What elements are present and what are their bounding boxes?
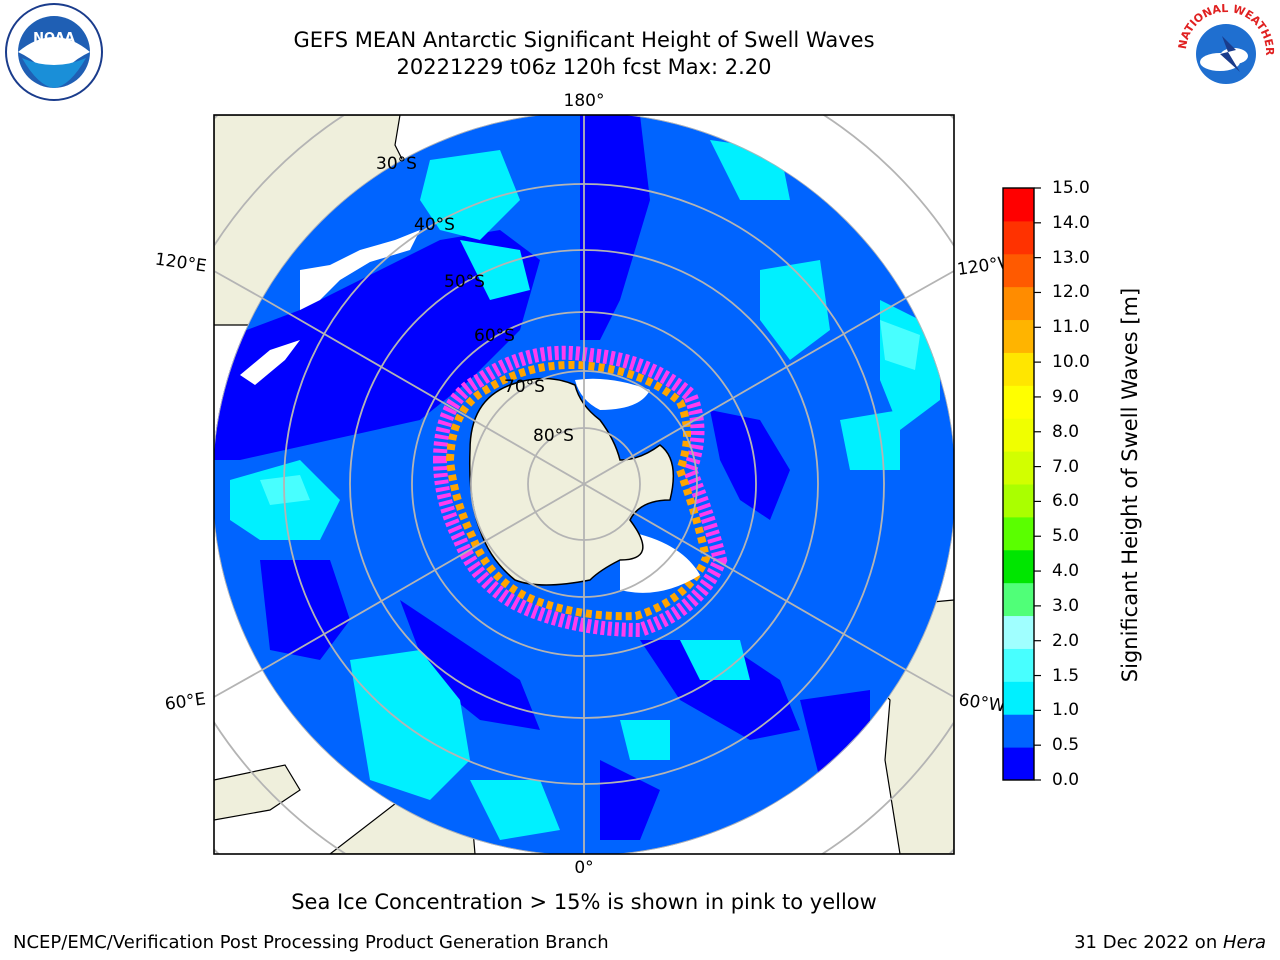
colorbar-segment [1003,319,1034,353]
footer-host: Hera [1222,932,1266,953]
noaa-logo-icon: NOAA [5,3,103,101]
colorbar-segment [1003,188,1034,222]
lat-label-70s: 70°S [504,377,545,397]
map-title: GEFS MEAN Antarctic Significant Height o… [293,28,875,52]
lat-label-30s: 30°S [376,154,417,174]
colorbar-tick-label: 11.0 [1052,317,1090,338]
lon-label-120e: 120°E [154,250,208,277]
map-subtitle: 20221229 t06z 120h fcst Max: 2.20 [396,55,772,79]
colorbar-tick-label: 10.0 [1052,352,1090,373]
colorbar-tick-label: 0.5 [1052,735,1080,756]
nws-logo-icon: NATIONAL WEATHER SERVICE [1176,2,1276,99]
colorbar-tick-label: 7.0 [1052,456,1080,477]
colorbar-segment [1003,352,1034,386]
colorbar-segment [1003,681,1034,715]
colorbar-segment [1003,516,1034,551]
lon-label-60e: 60°E [164,689,207,714]
colorbar-tick-label: 1.5 [1052,665,1080,686]
colorbar-segment [1003,714,1034,748]
footer-credit: NCEP/EMC/Verification Post Processing Pr… [13,932,609,953]
colorbar-segment [1003,484,1034,518]
colorbar-tick-label: 13.0 [1052,247,1090,268]
colorbar-tick-label: 2.0 [1052,630,1080,651]
colorbar-segment [1003,582,1034,617]
colorbar-tick-label: 3.0 [1052,595,1080,616]
colorbar-tick-label: 8.0 [1052,421,1080,442]
colorbar-segment [1003,220,1034,255]
colorbar-label: Significant Height of Swell Waves [m] [1118,287,1142,683]
colorbar-tick-label: 4.0 [1052,561,1080,582]
colorbar-segment [1003,549,1034,584]
colorbar-frame [1002,187,1035,781]
colorbar-tick-label: 5.0 [1052,526,1080,547]
colorbar-segment [1003,451,1034,485]
colorbar-segment [1003,648,1034,682]
sea-ice-note: Sea Ice Concentration > 15% is shown in … [291,890,877,914]
noaa-logo-text: NOAA [33,31,75,46]
lon-label-180: 180° [564,91,605,111]
lat-label-40s: 40°S [414,215,455,235]
colorbar-segment [1003,747,1034,781]
colorbar-segment [1003,253,1034,288]
colorbar-tick-label: 9.0 [1052,386,1080,407]
lon-label-0: 0° [574,858,593,878]
lat-label-80s: 80°S [533,426,574,446]
colorbar-tick-label: 15.0 [1052,178,1090,198]
colorbar [1003,187,1041,781]
map-frame [213,114,955,855]
antarctica-land [468,377,675,586]
colorbar-tick-label: 12.0 [1052,282,1090,303]
lat-label-50s: 50°S [444,272,485,292]
footer-date: 31 Dec 2022 on Hera [1074,932,1266,953]
colorbar-tick-label: 0.0 [1052,770,1080,790]
colorbar-tick-label: 14.0 [1052,212,1090,233]
colorbar-segment [1003,418,1034,452]
colorbar-segment [1003,615,1034,649]
colorbar-tick-label: 1.0 [1052,700,1080,721]
lat-label-60s: 60°S [474,326,515,346]
footer-date-text: 31 Dec 2022 on [1074,932,1223,953]
colorbar-segment [1003,286,1034,321]
lon-label-60w: 60°W [957,690,1006,716]
colorbar-tick-label: 6.0 [1052,491,1080,512]
colorbar-segment [1003,385,1034,419]
graticule [214,115,954,854]
